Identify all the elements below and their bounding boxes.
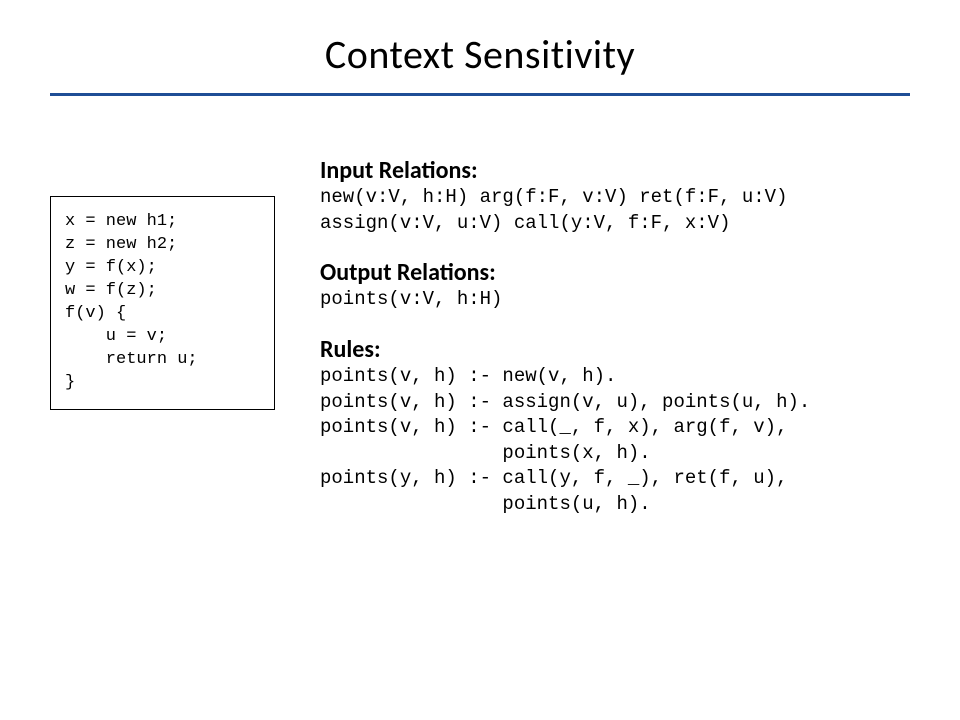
output-relations-group: Output Relations: points(v:V, h:H) xyxy=(320,258,910,313)
input-relations-group: Input Relations: new(v:V, h:H) arg(f:F, … xyxy=(320,156,910,236)
relations-panel: Input Relations: new(v:V, h:H) arg(f:F, … xyxy=(320,156,910,540)
output-relations-heading: Output Relations: xyxy=(320,258,910,287)
input-relations-body: new(v:V, h:H) arg(f:F, v:V) ret(f:F, u:V… xyxy=(320,185,910,236)
input-relations-heading: Input Relations: xyxy=(320,156,910,185)
rules-heading: Rules: xyxy=(320,335,910,364)
rules-group: Rules: points(v, h) :- new(v, h). points… xyxy=(320,335,910,518)
code-example-box: x = new h1; z = new h2; y = f(x); w = f(… xyxy=(50,196,275,410)
output-relations-body: points(v:V, h:H) xyxy=(320,287,910,313)
slide: Context Sensitivity x = new h1; z = new … xyxy=(0,0,960,720)
rules-body: points(v, h) :- new(v, h). points(v, h) … xyxy=(320,364,910,518)
title-underline xyxy=(50,93,910,96)
page-title: Context Sensitivity xyxy=(50,20,910,93)
content-area: x = new h1; z = new h2; y = f(x); w = f(… xyxy=(50,156,910,540)
